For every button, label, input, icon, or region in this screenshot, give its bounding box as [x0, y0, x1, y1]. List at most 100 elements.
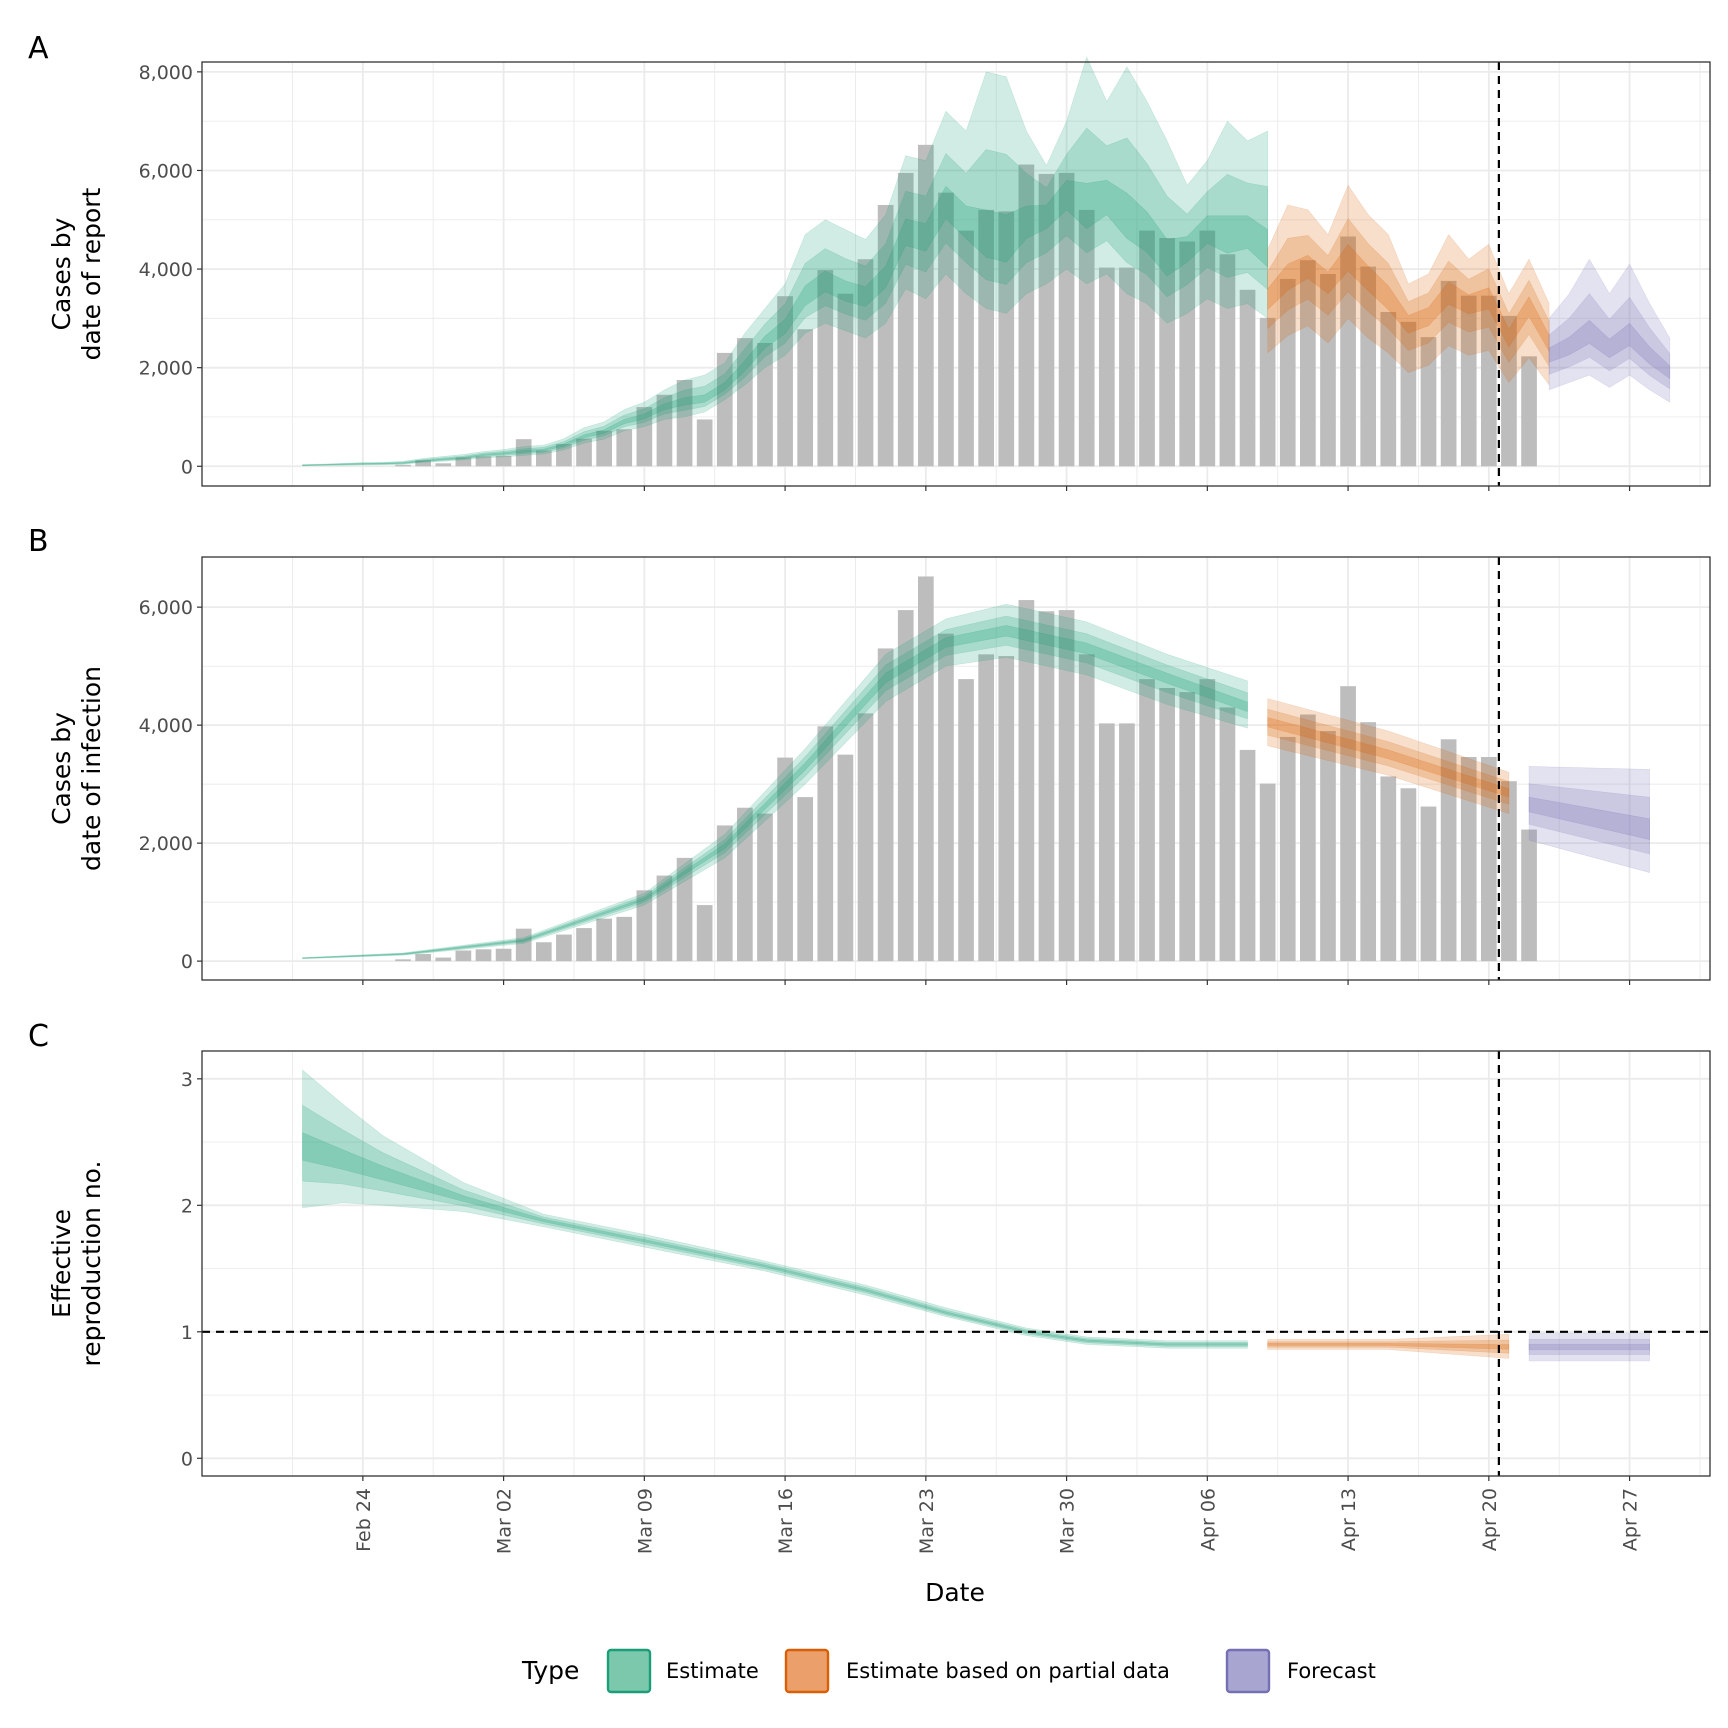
- bar: [998, 211, 1015, 467]
- bar: [1420, 806, 1437, 962]
- bar: [837, 293, 854, 467]
- bar: [897, 610, 914, 962]
- bar: [1219, 254, 1236, 467]
- bar: [1239, 289, 1256, 467]
- y-axis-title-line: Cases by: [47, 712, 76, 825]
- bar: [1440, 739, 1457, 962]
- bar: [1018, 600, 1035, 962]
- ribbon-median-estimate: [302, 179, 1268, 466]
- bar: [757, 343, 773, 467]
- y-tick-label: 1: [181, 1322, 193, 1344]
- bar: [1460, 756, 1477, 962]
- ribbon-median-estimate: [302, 625, 1248, 959]
- panel-tag: C: [28, 1019, 49, 1054]
- y-axis-title-line: date of infection: [77, 666, 106, 871]
- bar: [1460, 295, 1477, 467]
- bar: [1038, 611, 1055, 962]
- y-axis-title: Effectivereproduction no.: [47, 1161, 106, 1367]
- panel-A: 0 2,000 4,000 6,000 8,000 Cases bydate of rep…: [28, 31, 1711, 491]
- ribbon-90-estimate-based-on-partial-data: [1267, 1333, 1510, 1359]
- bar: [1400, 788, 1417, 962]
- bar: [596, 918, 612, 962]
- bar: [1360, 722, 1377, 962]
- y-axis-title: Cases bydate of infection: [47, 666, 106, 871]
- bar: [475, 456, 492, 467]
- panel-border: [201, 61, 1711, 487]
- bar: [1300, 714, 1316, 962]
- bar: [1199, 230, 1216, 467]
- bar: [616, 916, 633, 962]
- panel-B: 0 2,000 4,000 6,000 Cases bydate of infectio…: [28, 524, 1711, 985]
- bar: [556, 444, 572, 467]
- bar: [1521, 356, 1537, 467]
- y-tick-label: 6,000: [139, 597, 193, 619]
- bar: [1038, 173, 1055, 467]
- bar: [1219, 707, 1236, 962]
- bar: [616, 429, 633, 467]
- bar: [978, 209, 995, 467]
- bar: [515, 439, 532, 467]
- bar: [1179, 241, 1196, 467]
- y-tick-label: 2,000: [139, 358, 193, 380]
- bar: [1360, 266, 1377, 467]
- panel-background: [202, 557, 1710, 980]
- bar: [978, 654, 995, 962]
- bar: [817, 270, 834, 467]
- y-tick-label: 8,000: [139, 62, 193, 84]
- bar: [797, 329, 814, 467]
- bar: [1119, 267, 1135, 467]
- y-axis-title-line: Cases by: [47, 217, 76, 330]
- panel-background: [202, 62, 1710, 486]
- bar: [676, 857, 693, 962]
- legend-title: Type: [521, 1656, 579, 1685]
- bar: [757, 813, 773, 962]
- x-tick-label: Apr 06: [1197, 1488, 1219, 1551]
- x-tick-label: Mar 09: [634, 1488, 656, 1554]
- y-axis-title-line: Effective: [47, 1209, 76, 1318]
- legend-item-estimate: Estimate: [606, 1648, 759, 1694]
- bar: [1501, 315, 1517, 467]
- bar: [455, 457, 472, 467]
- bar: [1480, 295, 1497, 467]
- bar: [1058, 610, 1075, 962]
- bar: [958, 679, 974, 962]
- ribbon-90-estimate: [302, 56, 1268, 467]
- bar: [1320, 731, 1336, 962]
- bar: [455, 950, 472, 962]
- bar: [415, 460, 432, 467]
- legend-item-forecast: Forecast: [1225, 1648, 1376, 1694]
- y-axis-title: Cases bydate of report: [47, 187, 106, 360]
- ribbon-90-estimate-based-on-partial-data: [1267, 698, 1510, 815]
- bar: [415, 954, 432, 962]
- ribbon-inner-estimate: [302, 127, 1268, 466]
- bar: [777, 757, 793, 962]
- ribbon-inner-forecast: [1528, 1339, 1650, 1355]
- bar: [1400, 321, 1417, 467]
- bar: [1239, 749, 1256, 962]
- bar: [998, 656, 1015, 962]
- panel-border: [201, 1050, 1711, 1477]
- bar: [535, 450, 552, 467]
- bar: [475, 949, 492, 962]
- ribbon-inner-estimate-based-on-partial-data: [1267, 708, 1510, 805]
- ribbon-median-estimate-based-on-partial-data: [1267, 1343, 1510, 1350]
- y-tick-label: 0: [181, 456, 193, 478]
- bar: [737, 807, 753, 962]
- legend-label-estimate: Estimate: [666, 1659, 759, 1683]
- bar: [656, 875, 673, 962]
- y-tick-label: 3: [181, 1069, 193, 1091]
- legend-label-partial: Estimate based on partial data: [846, 1659, 1170, 1683]
- x-tick-label: Apr 13: [1338, 1488, 1360, 1551]
- bar: [777, 296, 793, 467]
- bar: [797, 797, 814, 962]
- x-tick-label: Mar 23: [916, 1488, 938, 1554]
- x-tick-label: Apr 20: [1479, 1488, 1501, 1551]
- bar: [837, 754, 854, 962]
- legend-item-partial: Estimate based on partial data: [784, 1648, 1170, 1694]
- bar: [1058, 172, 1075, 467]
- x-tick-label: Mar 02: [494, 1488, 516, 1554]
- bar: [1340, 686, 1356, 962]
- bar: [1078, 654, 1095, 962]
- bar: [636, 407, 653, 467]
- bar: [495, 948, 512, 962]
